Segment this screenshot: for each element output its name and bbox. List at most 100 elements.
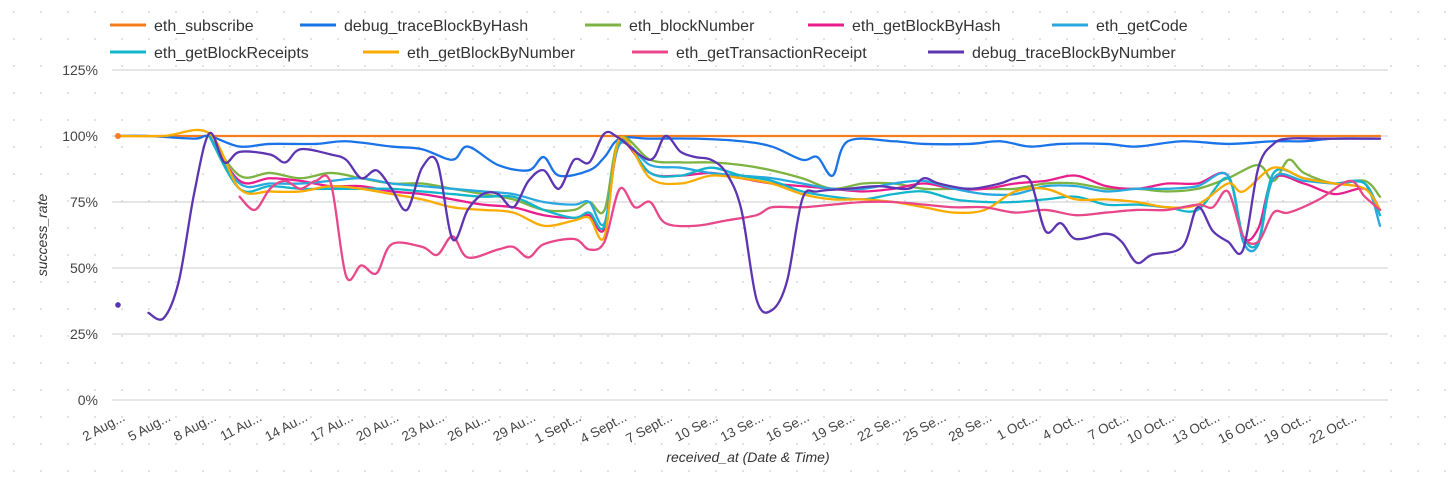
bg-dot	[1390, 335, 1392, 337]
bg-dot	[148, 281, 150, 283]
bg-dot	[13, 335, 15, 337]
bg-dot	[877, 92, 879, 94]
bg-dot	[1282, 38, 1284, 40]
bg-dot	[931, 470, 933, 472]
bg-dot	[445, 470, 447, 472]
bg-dot	[850, 92, 852, 94]
bg-dot	[1120, 65, 1122, 67]
bg-dot	[958, 416, 960, 418]
bg-dot	[121, 470, 123, 472]
series-line-debug_traceBlockByHash	[116, 134, 1382, 178]
bg-dot	[310, 335, 312, 337]
legend-item[interactable]: eth_subscribe	[110, 18, 254, 35]
bg-dot	[364, 335, 366, 337]
x-tick-label: 10 Oct...	[1124, 409, 1176, 446]
bg-dot	[850, 470, 852, 472]
bg-dot	[1309, 65, 1311, 67]
bg-dot	[661, 146, 663, 148]
bg-dot	[877, 254, 879, 256]
bg-dot	[688, 362, 690, 364]
bg-dot	[202, 227, 204, 229]
legend-item[interactable]: eth_getBlockByNumber	[363, 45, 576, 62]
bg-dot	[445, 443, 447, 445]
bg-dot	[1336, 146, 1338, 148]
bg-dot	[121, 416, 123, 418]
x-tick-label: 28 Se...	[946, 409, 994, 444]
bg-dot	[1093, 38, 1095, 40]
bg-dot	[1147, 281, 1149, 283]
bg-dot	[337, 119, 339, 121]
bg-dot	[1066, 389, 1068, 391]
bg-dot	[1444, 227, 1446, 229]
bg-dot	[202, 335, 204, 337]
bg-dot	[1093, 254, 1095, 256]
bg-dot	[985, 443, 987, 445]
bg-dot	[553, 227, 555, 229]
bg-dot	[499, 173, 501, 175]
bg-dot	[1147, 308, 1149, 310]
bg-dot	[472, 335, 474, 337]
bg-dot	[1363, 389, 1365, 391]
bg-dot	[310, 92, 312, 94]
bg-dot	[1039, 65, 1041, 67]
legend-item[interactable]: debug_traceBlockByHash	[300, 18, 528, 35]
bg-dot	[472, 362, 474, 364]
bg-dot	[148, 65, 150, 67]
bg-dot	[13, 38, 15, 40]
legend-item[interactable]: eth_getCode	[1052, 18, 1188, 35]
bg-dot	[1336, 389, 1338, 391]
legend-item[interactable]: eth_getBlockByHash	[808, 18, 1001, 35]
legend-item[interactable]: eth_getTransactionReceipt	[632, 45, 867, 62]
bg-dot	[67, 470, 69, 472]
legend-item[interactable]: debug_traceBlockByNumber	[928, 45, 1176, 62]
legend-item[interactable]: eth_blockNumber	[585, 18, 755, 35]
legend-label: eth_getBlockByNumber	[407, 45, 576, 62]
bg-dot	[661, 308, 663, 310]
bg-dot	[337, 254, 339, 256]
bg-dot	[715, 362, 717, 364]
bg-dot	[580, 38, 582, 40]
bg-dot	[283, 254, 285, 256]
bg-dot	[175, 281, 177, 283]
bg-dot	[310, 227, 312, 229]
bg-dot	[148, 470, 150, 472]
bg-dot	[715, 470, 717, 472]
legend-item[interactable]: eth_getBlockReceipts	[110, 45, 309, 62]
bg-dot	[985, 416, 987, 418]
bg-dot	[1093, 443, 1095, 445]
bg-dot	[256, 254, 258, 256]
bg-dot	[1228, 362, 1230, 364]
bg-dot	[688, 470, 690, 472]
bg-dot	[499, 389, 501, 391]
bg-dot	[607, 443, 609, 445]
bg-dot	[1039, 173, 1041, 175]
bg-dot	[1309, 227, 1311, 229]
bg-dot	[1066, 335, 1068, 337]
bg-dot	[94, 11, 96, 13]
bg-dot	[418, 443, 420, 445]
bg-dot	[1201, 443, 1203, 445]
bg-dot	[985, 281, 987, 283]
bg-dot	[40, 281, 42, 283]
bg-dot	[1147, 416, 1149, 418]
bg-dot	[688, 335, 690, 337]
bg-dot	[1012, 119, 1014, 121]
bg-dot	[580, 92, 582, 94]
bg-dot	[391, 416, 393, 418]
bg-dot	[769, 11, 771, 13]
x-tick-label: 13 Se...	[718, 409, 766, 444]
bg-dot	[40, 38, 42, 40]
bg-dot	[202, 389, 204, 391]
bg-dot	[526, 119, 528, 121]
bg-dot	[823, 335, 825, 337]
bg-dot	[310, 146, 312, 148]
bg-dot	[256, 389, 258, 391]
bg-dot	[1093, 470, 1095, 472]
bg-dot	[931, 146, 933, 148]
bg-dot	[1147, 227, 1149, 229]
bg-dot	[1390, 281, 1392, 283]
bg-dot	[1336, 470, 1338, 472]
bg-dot	[580, 416, 582, 418]
bg-dot	[1120, 281, 1122, 283]
bg-dot	[958, 362, 960, 364]
